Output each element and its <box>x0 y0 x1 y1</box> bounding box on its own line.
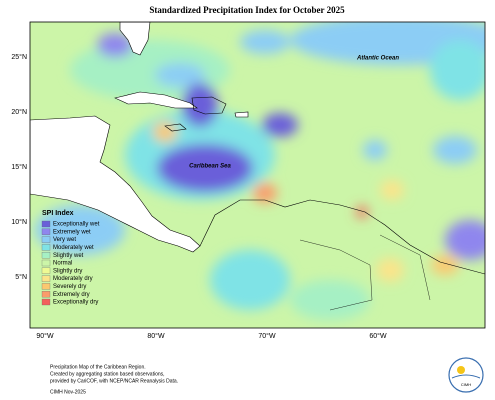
lat-label: 25°N <box>11 53 27 61</box>
legend-label: Moderately wet <box>53 245 94 251</box>
lon-label: 70°W <box>258 332 276 340</box>
legend-label: Slightly wet <box>53 253 84 259</box>
legend-label: Exceptionally dry <box>53 300 98 306</box>
lon-label: 90°W <box>36 332 54 340</box>
footnote: provided by CariCOF, with NCEP/NCAR Rean… <box>50 378 178 384</box>
legend-swatch <box>41 228 51 235</box>
borders <box>299 234 431 311</box>
map-area: Caribbean Sea Atlantic Ocean SPI Index E… <box>30 22 485 328</box>
logo: CIMH <box>448 357 484 393</box>
south-america <box>199 199 485 275</box>
legend-label: Exceptionally wet <box>53 222 100 228</box>
lat-label: 10°N <box>11 218 27 226</box>
legend-label: Normal <box>53 261 72 267</box>
hispaniola <box>191 96 227 115</box>
legend-label: Extremely dry <box>53 292 90 298</box>
spi-field <box>35 22 485 320</box>
florida <box>119 22 151 56</box>
legend-swatch <box>41 291 51 298</box>
lon-label: 60°W <box>369 332 387 340</box>
logo-text: CIMH <box>461 382 471 387</box>
legend-swatch <box>41 267 51 274</box>
ocean-label: Caribbean Sea <box>189 164 231 170</box>
lat-label: 20°N <box>11 108 27 116</box>
jamaica <box>164 123 187 132</box>
graticule-labels: 25°N 20°N 15°N 10°N 5°N 90°W 80°W 70°W 60°W <box>11 53 387 340</box>
ocean-label: Atlantic Ocean <box>356 56 399 62</box>
central-america <box>30 115 201 253</box>
lat-label: 5°N <box>15 273 27 281</box>
footnote: Created by aggregating station based obs… <box>50 371 165 377</box>
land <box>30 22 485 311</box>
legend-label: Extremely wet <box>53 229 91 235</box>
legend-swatch <box>41 252 51 259</box>
logo-wave <box>451 374 481 379</box>
legend-swatch <box>41 298 51 306</box>
footnote: Precipitation Map of the Caribbean Regio… <box>50 364 146 370</box>
legend-swatch <box>41 283 51 290</box>
legend-label: Moderately dry <box>53 276 93 282</box>
legend-label: Severely dry <box>53 284 86 290</box>
legend-swatch <box>41 259 51 267</box>
legend-swatch <box>41 275 51 282</box>
logo-sun <box>457 366 465 374</box>
puerto-rico <box>234 111 249 118</box>
legend-swatch <box>41 220 51 228</box>
map-title: Standardized Precipitation Index for Oct… <box>149 5 345 15</box>
legend-label: Slightly dry <box>53 268 82 274</box>
legend-label: Very wet <box>53 237 76 243</box>
map-frame <box>29 21 486 329</box>
legend-swatch <box>41 236 51 243</box>
cuba <box>114 91 198 109</box>
credit: CIMH Nov-2025 <box>50 389 86 395</box>
lon-label: 80°W <box>147 332 165 340</box>
legend-title: SPI Index <box>42 210 74 217</box>
lat-label: 15°N <box>11 163 27 171</box>
legend-swatch <box>41 244 51 251</box>
